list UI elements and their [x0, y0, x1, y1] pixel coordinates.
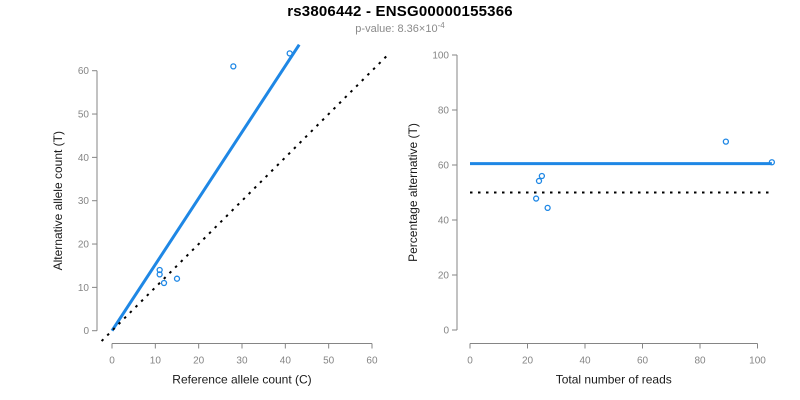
p-value-text: p-value: 8.36×10	[355, 23, 438, 35]
percentage-plot: 0 20 40 60 80 100 0 20 40 60 80 100 Total number of …	[406, 51, 776, 387]
x-tick-label: 20	[193, 356, 205, 367]
x-tick-label: 60	[637, 356, 649, 367]
y-tick-label: 60	[78, 66, 90, 77]
data-point	[286, 50, 293, 57]
x-tick-label: 0	[467, 356, 473, 367]
data-point	[532, 195, 540, 202]
x-tick-label: 40	[280, 356, 292, 367]
data-point	[544, 204, 551, 212]
x-axis-title: Total number of reads	[556, 373, 672, 387]
y-tick-label: 100	[432, 51, 449, 62]
data-point	[722, 138, 730, 145]
data-point	[535, 177, 543, 185]
y-tick-label: 80	[438, 106, 450, 117]
y-tick-label: 10	[78, 283, 90, 294]
y-tick-label: 30	[78, 196, 90, 207]
y-tick-label: 0	[443, 326, 449, 337]
x-axis-title: Reference allele count (C)	[172, 373, 311, 387]
data-point	[230, 63, 237, 70]
x-tick-label: 100	[749, 356, 766, 367]
data-point	[156, 266, 163, 274]
identity-line	[100, 55, 388, 342]
data-point	[160, 279, 168, 287]
x-tick-label: 40	[579, 356, 591, 367]
y-tick-label: 60	[438, 161, 450, 172]
fitted-ratio-line	[110, 43, 301, 332]
y-tick-label: 40	[78, 153, 90, 164]
y-axis-title: Alternative allele count (T)	[51, 131, 65, 270]
x-tick-label: 0	[109, 356, 115, 367]
y-tick-label: 0	[83, 326, 89, 337]
allele-count-plot: 0 10 20 30 40 50 60 0 10 20 30 40 50 60 Reference alle…	[51, 43, 388, 387]
x-tick-label: 10	[150, 356, 162, 367]
x-tick-label: 20	[522, 356, 534, 367]
p-value-subtitle: p-value: 8.36×10-4	[0, 21, 800, 35]
y-tick-label: 20	[438, 271, 450, 282]
data-point	[768, 159, 776, 166]
data-point	[538, 172, 546, 180]
y-tick-label: 40	[438, 216, 450, 227]
data-point	[156, 271, 163, 278]
x-tick-label: 60	[366, 356, 378, 367]
y-tick-label: 20	[78, 240, 90, 251]
y-axis-title: Percentage alternative (T)	[406, 123, 420, 262]
x-tick-label: 80	[694, 356, 706, 367]
figure-title: rs3806442 - ENSG00000155366	[287, 3, 513, 20]
figure-header: rs3806442 - ENSG00000155366 p-value: 8.3…	[0, 3, 800, 35]
y-tick-label: 50	[78, 110, 90, 121]
x-tick-label: 30	[236, 356, 248, 367]
x-tick-label: 50	[323, 356, 335, 367]
data-point	[173, 275, 181, 282]
p-value-exponent: -4	[437, 21, 445, 30]
